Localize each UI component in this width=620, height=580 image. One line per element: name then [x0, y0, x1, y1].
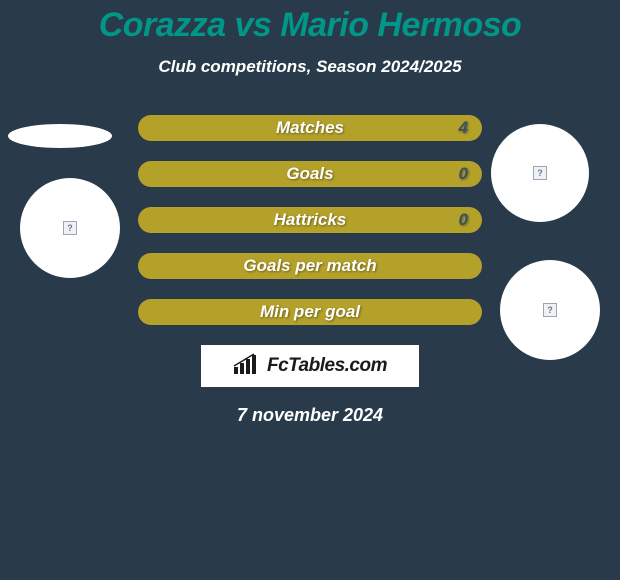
stat-value: 0	[459, 210, 468, 230]
stat-label: Goals per match	[243, 256, 376, 276]
stat-row: Matches 4	[138, 115, 482, 141]
bar-chart-icon	[233, 353, 261, 380]
stat-label: Matches	[276, 118, 344, 138]
stat-value: 0	[459, 164, 468, 184]
stat-row: Min per goal	[138, 299, 482, 325]
stat-label: Min per goal	[260, 302, 360, 322]
page-title: Corazza vs Mario Hermoso	[0, 0, 620, 45]
stat-row: Goals per match	[138, 253, 482, 279]
stat-value: 4	[459, 118, 468, 138]
comparison-card: Corazza vs Mario Hermoso Club competitio…	[0, 0, 620, 580]
brand-badge: FcTables.com	[201, 345, 419, 387]
stat-row: Hattricks 0	[138, 207, 482, 233]
brand-text: FcTables.com	[267, 355, 387, 377]
stat-row: Goals 0	[138, 161, 482, 187]
stat-label: Hattricks	[274, 210, 347, 230]
stat-list: Matches 4 Goals 0 Hattricks 0 Goals per match M…	[0, 115, 620, 325]
stat-label: Goals	[286, 164, 333, 184]
date-label: 7 november 2024	[0, 405, 620, 426]
subtitle: Club competitions, Season 2024/2025	[0, 57, 620, 77]
